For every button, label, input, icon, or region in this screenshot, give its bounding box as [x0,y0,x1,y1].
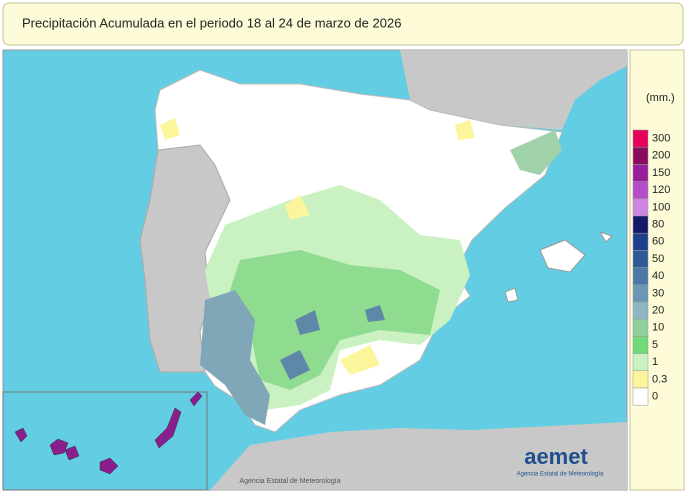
canary-islands [14,391,203,475]
legend-swatch [632,284,649,303]
legend-label: 150 [652,167,670,179]
precip-20-30 [200,290,270,425]
legend-swatch [632,232,649,251]
legend-swatch [632,370,649,389]
legend-label: 1 [652,356,658,368]
legend-swatch [632,336,649,354]
legend-swatch [632,318,649,337]
legend: 300 200 150 120 100 80 60 50 40 30 20 10 5 1 0.3 0 [632,129,670,406]
legend-swatch [632,250,649,268]
legend-label: 5 [652,339,658,351]
legend-swatch [632,215,649,234]
legend-swatch [632,267,649,286]
title: Precipitación Acumulada en el periodo 18… [22,15,401,30]
legend-swatch [632,181,649,200]
legend-unit: (mm.) [646,92,675,104]
legend-label: 100 [652,201,670,213]
legend-label: 0.3 [652,373,667,385]
precip-30-40 [280,305,385,380]
legend-label: 40 [652,270,664,282]
precip-5-10 [230,250,440,390]
precip-catalonia [510,130,562,175]
legend-label: 50 [652,253,664,265]
legend-swatch [632,198,649,217]
legend-label: 60 [652,236,664,248]
legend-label: 30 [652,287,664,299]
legend-swatch [632,164,649,182]
legend-swatch [632,146,649,165]
legend-label: 80 [652,219,664,231]
legend-swatch [632,129,649,148]
title-box [2,2,684,46]
legend-swatch [632,387,649,406]
france [400,50,627,130]
balearic-islands [504,231,613,303]
legend-label: 120 [652,184,670,196]
legend-swatch [632,301,649,320]
legend-label: 200 [652,150,670,162]
legend-label: 300 [652,133,670,145]
africa [210,422,627,490]
credit: Agencia Estatal de Meteorología [239,478,340,485]
legend-label: 0 [652,391,658,403]
legend-label: 10 [652,322,664,334]
canary-inset [2,391,208,491]
logo-subtitle: Agencia Estatal de Meteorología [517,472,604,478]
legend-swatch [632,353,649,372]
logo: aemet [524,444,588,469]
legend-label: 20 [652,305,664,317]
